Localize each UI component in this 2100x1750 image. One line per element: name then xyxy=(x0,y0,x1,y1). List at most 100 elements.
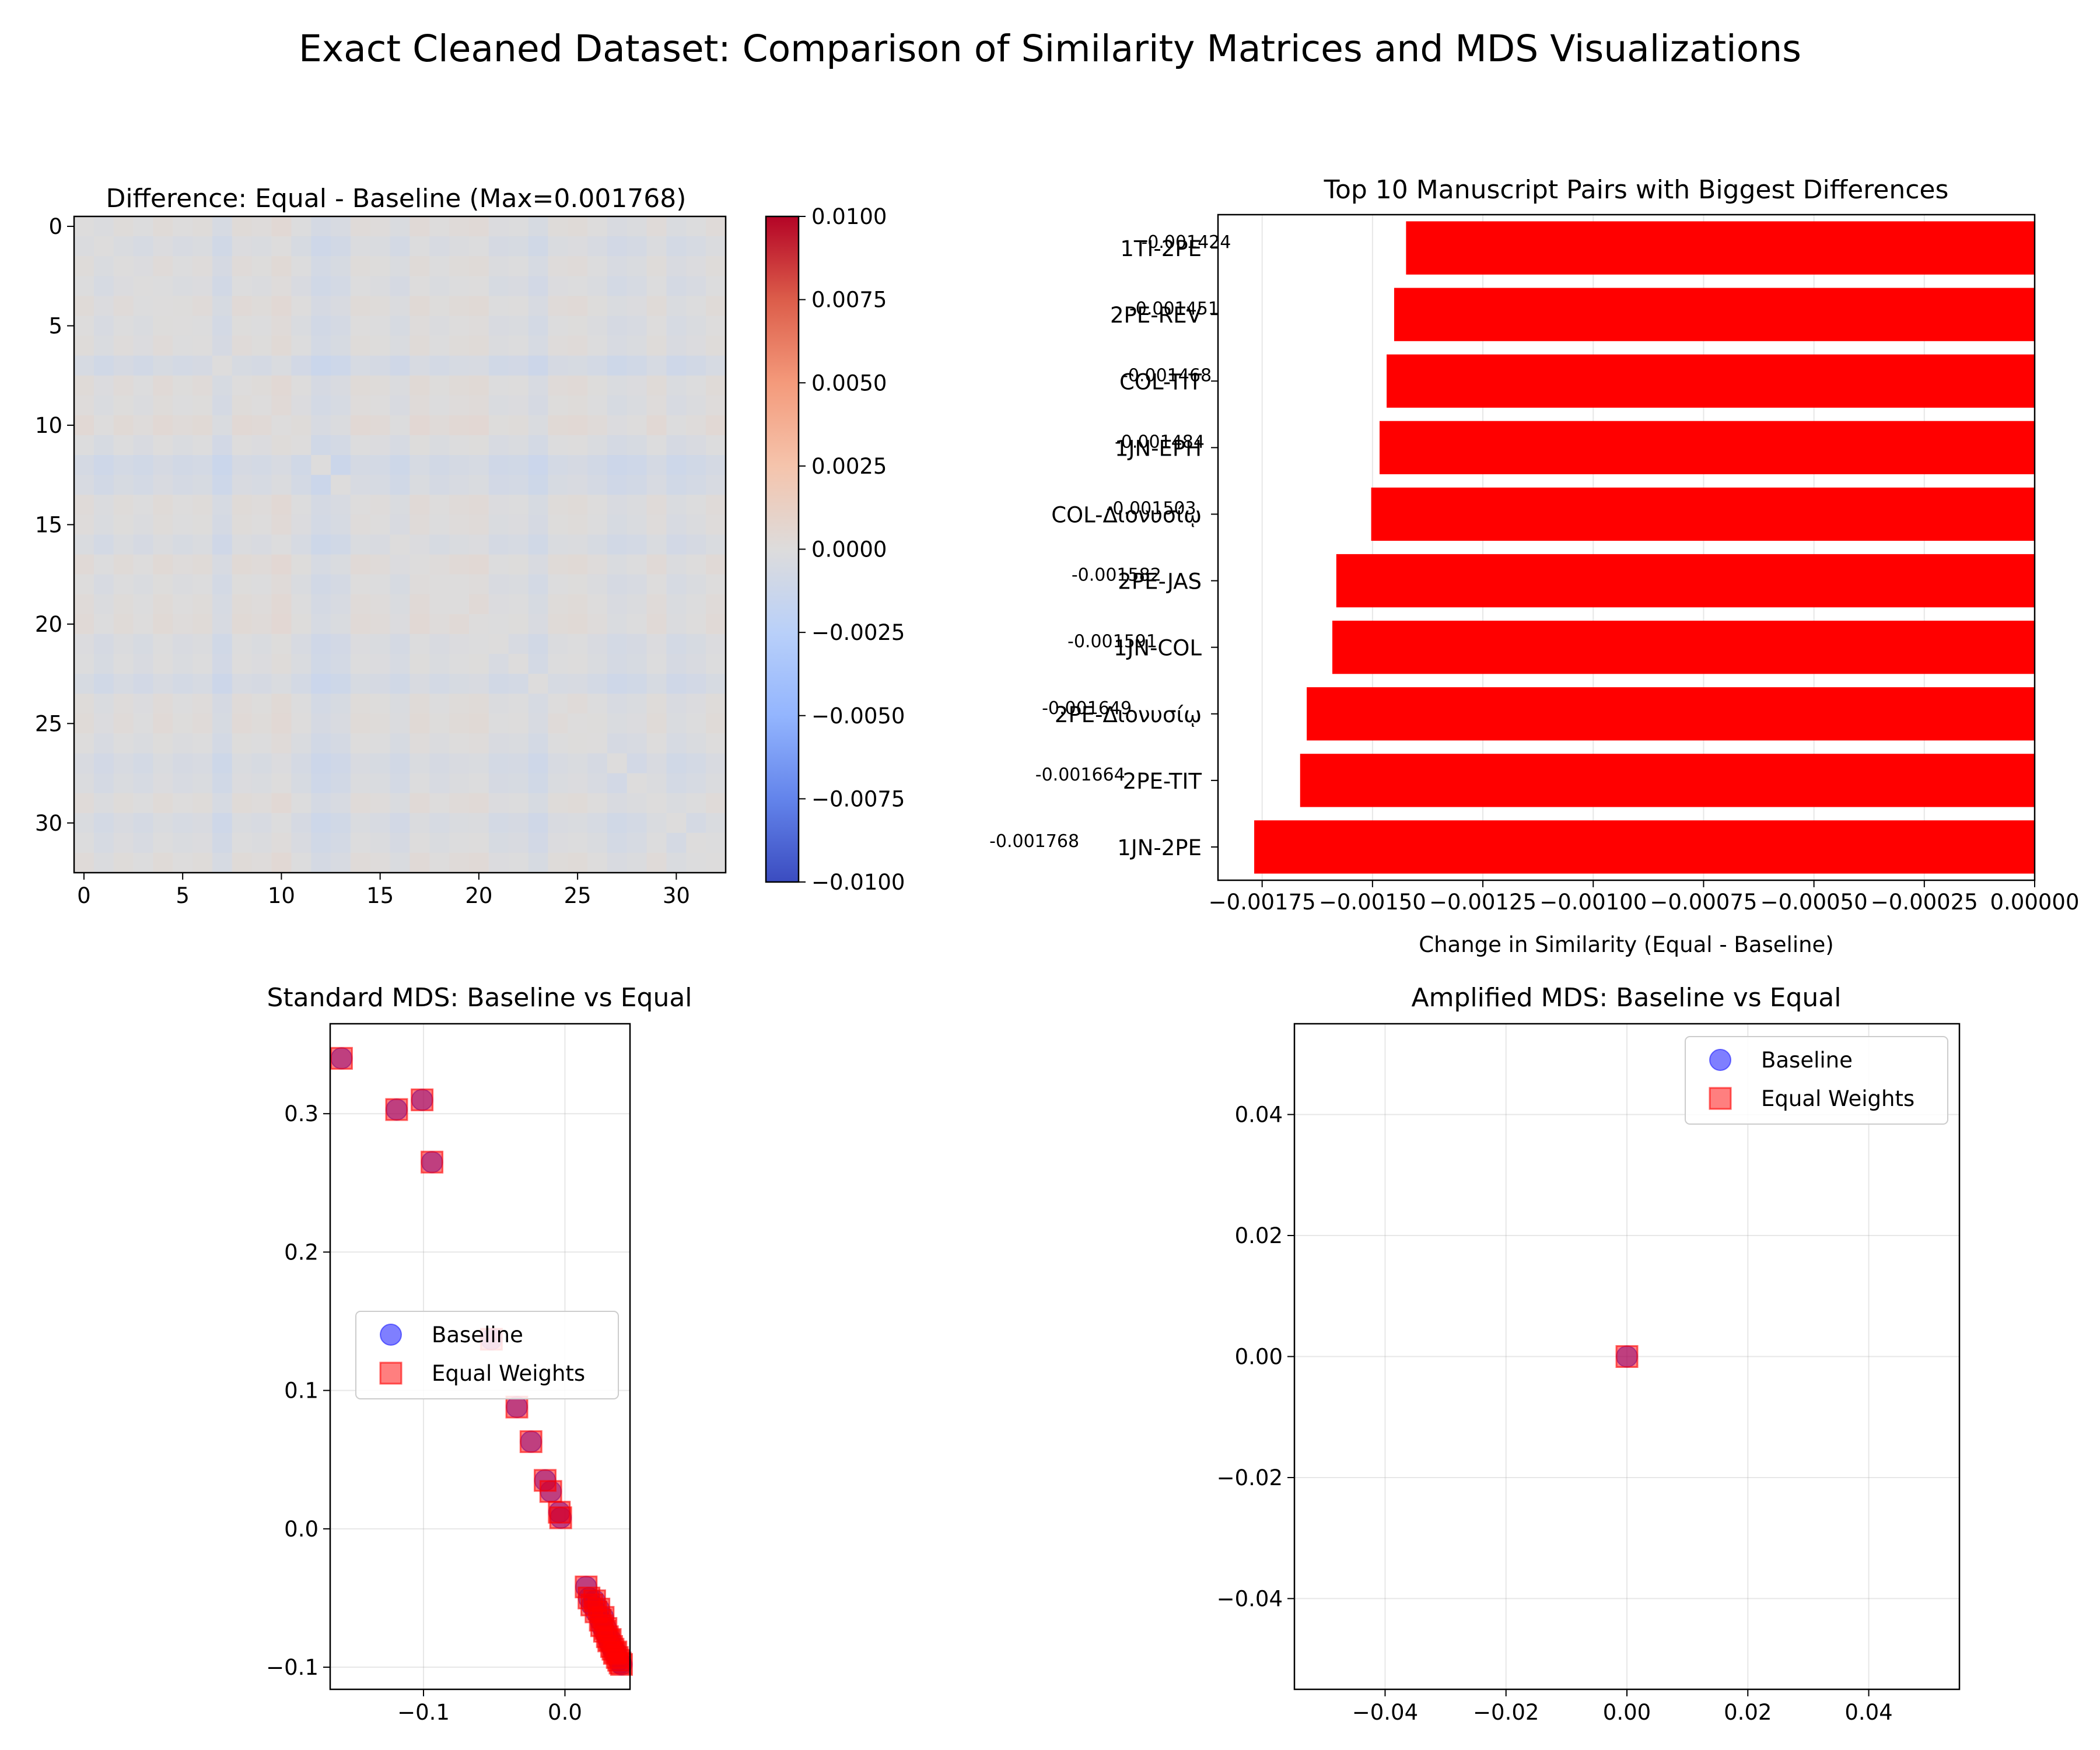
heatmap-cell xyxy=(587,634,608,654)
heatmap-cell xyxy=(508,574,529,595)
heatmap-cell xyxy=(251,694,272,714)
heatmap-cell xyxy=(291,395,312,416)
heatmap-cell xyxy=(568,335,588,356)
heatmap-cell xyxy=(607,674,628,694)
heatmap-cell xyxy=(449,335,470,356)
heatmap-cell xyxy=(350,276,371,296)
heatmap-cell xyxy=(568,534,588,555)
heatmap-cell xyxy=(113,793,134,814)
heatmap-cell xyxy=(331,355,351,376)
heatmap-cell xyxy=(548,395,568,416)
heatmap-cell xyxy=(291,475,312,495)
heatmap-cell xyxy=(666,733,687,754)
heatmap-cell xyxy=(646,475,667,495)
heatmap-cell xyxy=(212,694,233,714)
heatmap-cell xyxy=(212,236,233,257)
heatmap-cell xyxy=(271,713,292,734)
heatmap-cell xyxy=(468,534,489,555)
heatmap-cell xyxy=(568,256,588,276)
heatmap-cell xyxy=(133,375,153,396)
heatmap-cell xyxy=(251,455,272,475)
y-tick-label: 0.0 xyxy=(284,1517,318,1542)
figure-suptitle: Exact Cleaned Dataset: Comparison of Sim… xyxy=(299,27,1801,70)
heatmap-cell xyxy=(370,813,391,834)
heatmap-y-tick-label: 30 xyxy=(35,811,62,836)
heatmap-cell xyxy=(666,773,687,794)
bar-x-tick-label: −0.00125 xyxy=(1429,890,1536,915)
heatmap-cell xyxy=(93,415,114,436)
heatmap-cell xyxy=(548,415,568,436)
heatmap-cell xyxy=(173,694,193,714)
bar-frame xyxy=(1217,214,2036,881)
heatmap-cell xyxy=(370,335,391,356)
heatmap-cell xyxy=(449,852,470,873)
heatmap-cell xyxy=(212,534,233,555)
heatmap-cell xyxy=(646,395,667,416)
heatmap-cell xyxy=(587,375,608,396)
heatmap-cell xyxy=(291,634,312,654)
heatmap-cell xyxy=(449,236,470,257)
heatmap-cell xyxy=(133,594,153,615)
heatmap-cell xyxy=(350,534,371,555)
heatmap-cell xyxy=(133,832,153,853)
heatmap-cell xyxy=(291,753,312,774)
heatmap-cell xyxy=(133,276,153,296)
heatmap-cell xyxy=(528,634,548,654)
heatmap-cell xyxy=(271,654,292,674)
bar xyxy=(1336,554,2035,608)
heatmap-cell xyxy=(232,574,253,595)
heatmap-cell xyxy=(488,355,509,376)
heatmap-cell xyxy=(153,375,173,396)
heatmap-cell xyxy=(291,415,312,436)
heatmap-title: Difference: Equal - Baseline (Max=0.0017… xyxy=(106,184,687,214)
heatmap-cell xyxy=(508,475,529,495)
heatmap-cell xyxy=(587,276,608,296)
heatmap-cell xyxy=(568,415,588,436)
heatmap-cell xyxy=(488,514,509,536)
heatmap-cell xyxy=(706,475,726,495)
heatmap-cell xyxy=(311,395,331,416)
heatmap-cell xyxy=(607,335,628,356)
heatmap-cell xyxy=(113,614,134,635)
heatmap-cell xyxy=(331,316,351,337)
heatmap-cell xyxy=(528,395,548,416)
heatmap-cell xyxy=(113,455,134,475)
heatmap-cell xyxy=(587,415,608,436)
heatmap-cell xyxy=(271,276,292,296)
legend-label: Equal Weights xyxy=(1761,1086,1915,1111)
heatmap-cell xyxy=(508,355,529,376)
heatmap-cell xyxy=(528,276,548,296)
heatmap-cell xyxy=(331,375,351,396)
heatmap-cell xyxy=(706,733,726,754)
equal-weights-point xyxy=(505,1395,528,1419)
heatmap-cell xyxy=(607,375,628,396)
heatmap-cell xyxy=(390,713,411,734)
heatmap-cell xyxy=(607,793,628,814)
heatmap-cell xyxy=(153,216,173,237)
heatmap-cell xyxy=(568,296,588,317)
heatmap-cell xyxy=(607,216,628,237)
amplified-mds-panel: Amplified MDS: Baseline vs Equal −0.04 −0… xyxy=(1217,983,1961,1725)
heatmap-cell xyxy=(311,375,331,396)
heatmap-cell xyxy=(291,296,312,317)
heatmap-cell xyxy=(528,694,548,714)
heatmap-cell xyxy=(410,753,430,774)
heatmap-cell xyxy=(331,554,351,575)
bar-value-label: -0.001451 xyxy=(1129,299,1219,319)
heatmap-cell xyxy=(646,514,667,536)
heatmap-x-tick-label: 0 xyxy=(77,883,91,908)
heatmap-cell xyxy=(706,415,726,436)
heatmap-cell xyxy=(350,554,371,575)
heatmap-cell xyxy=(390,415,411,436)
heatmap-cell xyxy=(410,594,430,615)
heatmap-cell xyxy=(133,733,153,754)
heatmap-cell xyxy=(587,355,608,376)
heatmap-cell xyxy=(232,832,253,853)
heatmap-cell xyxy=(251,415,272,436)
heatmap-cell xyxy=(311,236,331,257)
heatmap-cell xyxy=(93,256,114,276)
heatmap-cell xyxy=(706,316,726,337)
heatmap-cell xyxy=(468,594,489,615)
heatmap-cell xyxy=(113,674,134,694)
heatmap-cell xyxy=(626,375,648,396)
